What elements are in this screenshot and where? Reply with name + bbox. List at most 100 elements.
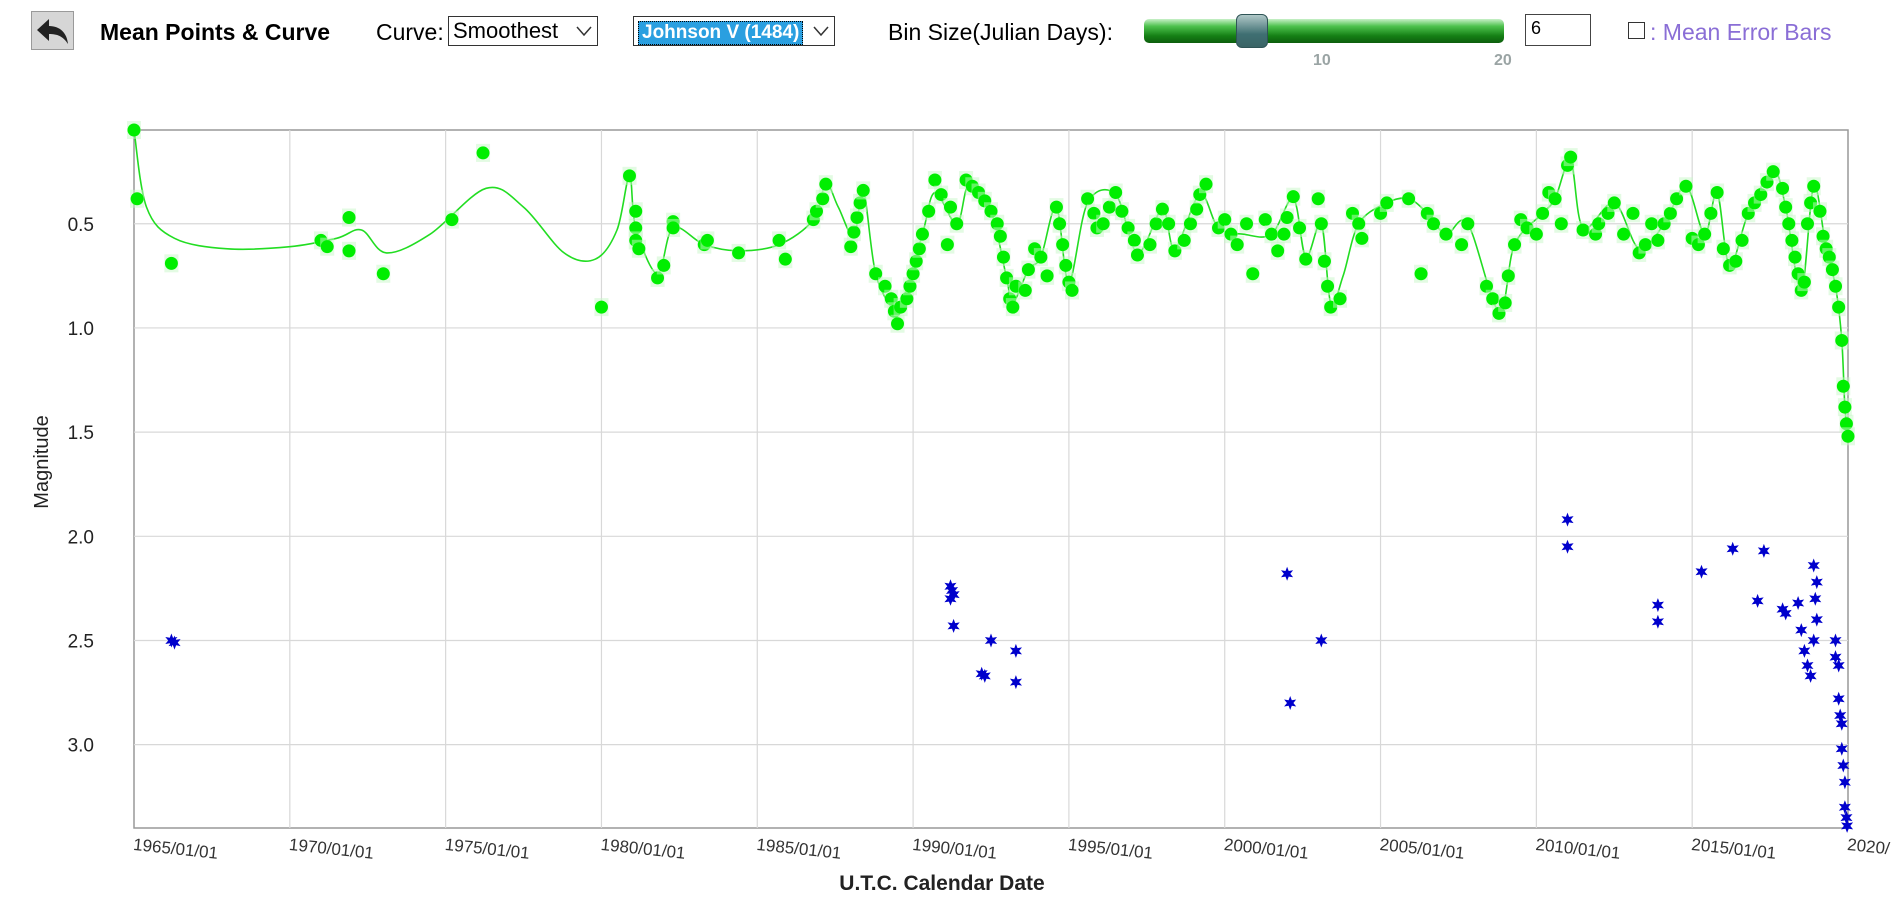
mean-point — [445, 213, 459, 227]
mean-point — [342, 211, 356, 225]
x-axis-title: U.T.C. Calendar Date — [839, 872, 1044, 895]
mean-point — [1333, 292, 1347, 306]
upper-limit-star — [1804, 668, 1817, 683]
y-tick-label: 3.0 — [68, 736, 94, 757]
mean-point — [922, 204, 936, 218]
upper-limit-star — [168, 635, 181, 650]
upper-limit-star — [1651, 598, 1664, 613]
upper-limit-star — [1835, 716, 1848, 731]
curve-select[interactable]: Smoothest — [448, 16, 598, 46]
mean-point — [809, 204, 823, 218]
mean-point — [950, 217, 964, 231]
mean-point — [903, 279, 917, 293]
mean-point — [476, 146, 490, 160]
mean-point — [1293, 221, 1307, 235]
mean-point — [1040, 269, 1054, 283]
mean-point — [1018, 283, 1032, 297]
mean-point — [1729, 254, 1743, 268]
upper-limit-star — [1695, 564, 1708, 579]
chevron-down-icon — [576, 26, 592, 37]
mean-point — [1115, 204, 1129, 218]
mean-point — [1461, 217, 1475, 231]
mean-point — [1109, 186, 1123, 200]
mean-point — [666, 221, 680, 235]
mean-point — [1651, 233, 1665, 247]
mean-point — [778, 252, 792, 266]
filter-select[interactable]: Johnson V (1484) — [633, 16, 835, 46]
mean-point — [1402, 192, 1416, 206]
back-button[interactable] — [31, 11, 74, 50]
mean-point — [1053, 217, 1067, 231]
mean-point — [906, 267, 920, 281]
mean-point — [1081, 192, 1095, 206]
y-axis-title: Magnitude — [31, 415, 53, 508]
mean-point — [1177, 233, 1191, 247]
mean-point — [320, 240, 334, 254]
mean-point — [1788, 250, 1802, 264]
slider-tick-label: 10 — [1313, 52, 1331, 69]
bin-size-slider[interactable] — [1144, 19, 1504, 43]
upper-limit-star — [1561, 539, 1574, 554]
mean-point — [928, 173, 942, 187]
bin-size-slider-handle[interactable] — [1236, 14, 1268, 48]
upper-limit-star — [1801, 658, 1814, 673]
mean-point — [1317, 254, 1331, 268]
mean-point — [993, 229, 1007, 243]
y-tick-label: 2.0 — [68, 527, 94, 548]
mean-point — [1782, 217, 1796, 231]
upper-limit-star — [1792, 596, 1805, 610]
chevron-down-icon — [813, 26, 829, 37]
mean-point — [1670, 192, 1684, 206]
mean-point — [1663, 206, 1677, 220]
upper-limit-star — [1809, 591, 1822, 606]
mean-point — [342, 244, 356, 258]
mean-point — [1548, 192, 1562, 206]
mean-point — [1735, 233, 1749, 247]
upper-limit-star — [1798, 643, 1811, 658]
mean-point — [1130, 248, 1144, 262]
mean-point — [1183, 217, 1197, 231]
error-bars-checkbox[interactable] — [1628, 22, 1645, 39]
y-tick-label: 1.0 — [68, 319, 94, 340]
toolbar: Mean Points & Curve Curve: Smoothest Joh… — [0, 0, 1894, 70]
mean-point — [1800, 217, 1814, 231]
upper-limit-star — [1009, 643, 1022, 658]
mean-point — [632, 242, 646, 256]
mean-point — [1825, 263, 1839, 277]
mean-point — [1480, 279, 1494, 293]
mean-point — [1508, 238, 1522, 252]
upper-limit-star — [1776, 602, 1789, 617]
upper-limit-star — [1807, 558, 1820, 573]
upper-limit-star — [1757, 543, 1770, 558]
upper-limit-star — [1726, 541, 1739, 556]
upper-limit-star — [946, 583, 959, 598]
mean-point — [657, 258, 671, 272]
upper-limit-star — [1009, 675, 1022, 690]
mean-point — [623, 169, 637, 183]
upper-limit-star — [1751, 593, 1764, 608]
upper-limit-star — [1838, 775, 1851, 790]
mean-point — [629, 221, 643, 235]
x-tick-label: 2015/01/01 — [1691, 835, 1778, 863]
mean-point — [1638, 238, 1652, 252]
upper-limit-star — [1810, 575, 1823, 590]
mean-point — [1797, 275, 1811, 289]
mean-point — [1836, 379, 1850, 393]
mean-point — [1299, 252, 1313, 266]
upper-limit-star — [1838, 800, 1851, 815]
bin-size-input[interactable]: 6 — [1525, 14, 1591, 46]
mean-point — [594, 300, 608, 314]
mean-point — [1162, 217, 1176, 231]
upper-limit-star — [947, 587, 960, 602]
mean-point — [1049, 200, 1063, 214]
mean-point — [1832, 300, 1846, 314]
mean-point — [1059, 258, 1073, 272]
upper-limit-star — [1832, 691, 1845, 706]
mean-point — [1455, 238, 1469, 252]
x-tick-label: 1980/01/01 — [600, 835, 687, 863]
mean-point — [847, 225, 861, 239]
mean-point — [912, 242, 926, 256]
mean-point — [1813, 204, 1827, 218]
mean-point — [1258, 213, 1272, 227]
mean-point — [1829, 279, 1843, 293]
